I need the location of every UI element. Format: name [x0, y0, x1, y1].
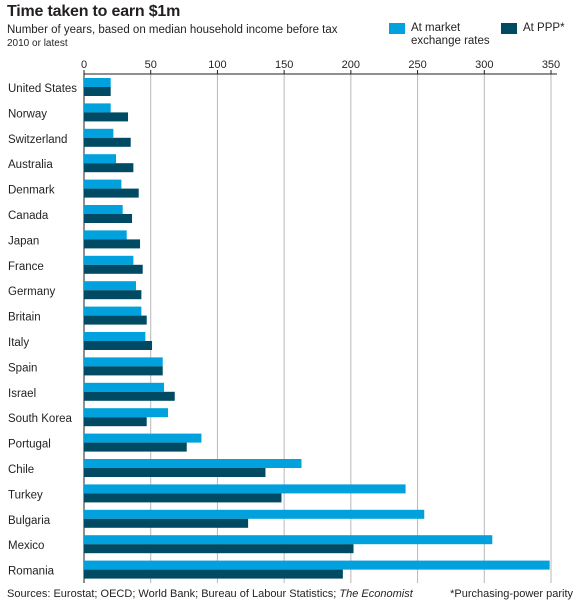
bar-ppp [84, 264, 143, 274]
category-label: Bulgaria [8, 515, 51, 527]
category-label: Israel [8, 388, 36, 400]
x-tick-label: 0 [81, 59, 87, 71]
sources-text: Sources: Eurostat; OECD; World Bank; Bur… [7, 588, 340, 600]
category-label: Portugal [8, 439, 51, 451]
category-label: Switzerland [8, 134, 67, 146]
bar-ppp [84, 518, 249, 528]
category-label: Mexico [8, 540, 44, 552]
bar-market [84, 205, 123, 214]
bar-ppp [84, 87, 111, 96]
category-label: Italy [8, 337, 29, 349]
x-tick-label: 250 [408, 59, 426, 71]
bar-ppp [84, 341, 153, 350]
x-tick-label: 300 [475, 59, 493, 71]
bar-ppp [84, 366, 163, 376]
chart-note: 2010 or latest [7, 38, 68, 49]
legend-label-market-line2: exchange rates [411, 35, 490, 47]
bar-market [84, 433, 202, 443]
bar-ppp [84, 391, 175, 401]
category-label: Romania [8, 566, 55, 578]
legend-item-ppp: At PPP* [501, 22, 565, 35]
category-label: Australia [8, 159, 53, 171]
x-tick-label: 150 [275, 59, 293, 71]
bar-ppp [84, 188, 139, 198]
chart-footnote: *Purchasing-power parity [450, 588, 573, 600]
bar-ppp [84, 417, 147, 427]
category-label: Japan [8, 235, 39, 247]
bar-ppp [84, 493, 282, 503]
category-label: Germany [8, 286, 56, 298]
bar-market [84, 103, 111, 113]
category-label: United States [8, 83, 77, 95]
chart-title: Time taken to earn $1m [7, 3, 181, 20]
bar-market [84, 484, 406, 494]
category-label: France [8, 261, 44, 273]
bar-ppp [84, 442, 187, 452]
bar-ppp [84, 315, 147, 325]
category-label: Chile [8, 464, 34, 476]
legend-swatch-market [389, 23, 405, 34]
bar-ppp [84, 137, 131, 147]
sources-italic: The Economist [339, 588, 413, 600]
legend-item-market: At market exchange rates [389, 22, 490, 48]
bar-market [84, 357, 163, 367]
category-label: Canada [8, 210, 49, 222]
legend-label-market-line1: At market [411, 22, 461, 34]
bar-ppp [84, 163, 134, 173]
x-tick-label: 100 [208, 59, 226, 71]
chart-sources: Sources: Eurostat; OECD; World Bank; Bur… [7, 588, 413, 600]
bar-market [84, 78, 111, 87]
bar-ppp [84, 544, 354, 554]
bar-ppp [84, 468, 266, 477]
bar-market [84, 255, 134, 265]
x-tick-label: 350 [542, 59, 560, 71]
bar-market [84, 332, 146, 341]
category-label: Norway [8, 108, 47, 120]
category-label: South Korea [8, 413, 73, 425]
bar-ppp [84, 569, 343, 579]
bar-ppp [84, 290, 142, 300]
bar-market [84, 408, 169, 418]
chart-subtitle: Number of years, based on median househo… [7, 24, 338, 36]
bar-market [84, 128, 114, 138]
bar-market [84, 535, 493, 545]
bar-market [84, 230, 127, 240]
bar-market [84, 509, 425, 519]
category-label: Britain [8, 312, 41, 324]
category-label: Denmark [8, 185, 55, 197]
bar-market [84, 179, 122, 189]
x-tick-label: 50 [145, 59, 157, 71]
bar-market [84, 560, 550, 570]
legend-swatch-ppp [501, 23, 517, 34]
bar-ppp [84, 239, 141, 249]
bar-market [84, 459, 302, 468]
bar-market [84, 306, 142, 316]
bar-ppp [84, 214, 133, 223]
legend-label-ppp: At PPP* [523, 22, 565, 34]
bar-market [84, 382, 165, 392]
category-label: Spain [8, 362, 37, 374]
category-label: Turkey [8, 489, 43, 501]
x-tick-label: 200 [342, 59, 360, 71]
bar-market [84, 154, 117, 164]
bar-ppp [84, 112, 129, 122]
bar-market [84, 281, 137, 291]
legend-label-market: At market exchange rates [411, 22, 490, 48]
